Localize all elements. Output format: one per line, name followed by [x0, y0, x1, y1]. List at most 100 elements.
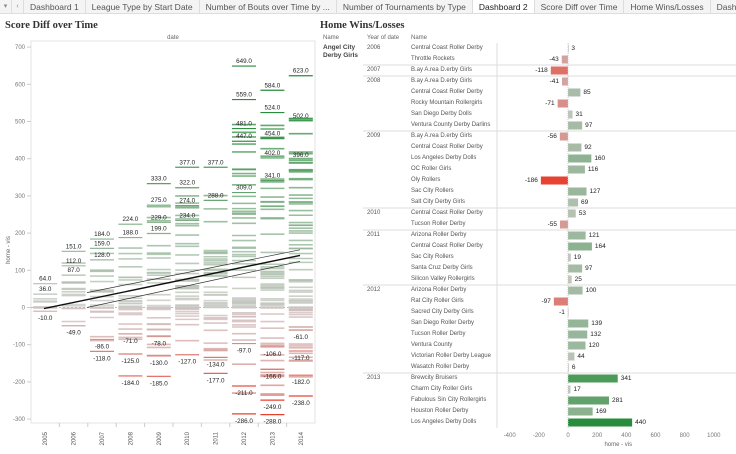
opponent-name[interactable]: Rat City Roller Girls	[411, 298, 464, 304]
opponent-name[interactable]: Sacred City Derby Girls	[411, 309, 474, 315]
team-name: Angel City Derby Girls	[323, 44, 359, 59]
score-label: -117.0	[292, 355, 310, 362]
opponent-name[interactable]: Wasatch Roller Derby	[411, 364, 470, 370]
bar	[540, 176, 568, 185]
tab-league-type-by-start-date[interactable]: League Type by Start Date	[86, 0, 200, 13]
tab-number-of-bouts-over-time-by[interactable]: Number of Bouts over Time by ...	[200, 0, 337, 13]
col-header-year: Year of date	[367, 35, 400, 41]
score-diff-chart: date home - vis 700 600 500 400 300 200 100 0 -100…	[6, 35, 316, 445]
opponent-name[interactable]: Central Coast Roller Derby	[411, 89, 483, 95]
opponent-name[interactable]: San Diego Derby Dolls	[411, 111, 472, 117]
opponent-name[interactable]: Central Coast Roller Derby	[411, 45, 483, 51]
opponent-name[interactable]: Arizona Roller Derby	[411, 232, 467, 238]
opponent-name[interactable]: Central Coast Roller Derby	[411, 210, 483, 216]
tab-score-diff-over-time[interactable]: Score Diff over Time	[535, 0, 625, 13]
score-label: 188.0	[123, 230, 139, 237]
bar-value: 69	[581, 198, 589, 206]
score-label: -238.0	[292, 400, 310, 407]
score-label: 234.0	[179, 212, 195, 219]
x-axis-title: home - vis	[604, 442, 632, 448]
score-label: -184.0	[121, 380, 139, 387]
opponent-name[interactable]: Tucson Roller Derby	[411, 221, 466, 227]
x-tick-label: 800	[680, 433, 691, 439]
tab-home-wins-losses[interactable]: Home Wins/Losses	[624, 0, 711, 13]
bar	[568, 374, 618, 383]
bar	[557, 99, 568, 108]
bar	[568, 275, 572, 284]
opponent-name[interactable]: Tucson Roller Derby	[411, 331, 466, 337]
score-label: 229.0	[151, 214, 167, 221]
opponent-name[interactable]: Brewcity Bruisers	[411, 375, 458, 381]
opponent-name[interactable]: Ventura County	[411, 342, 453, 348]
bar	[559, 132, 568, 141]
bar	[568, 242, 592, 251]
opponent-name[interactable]: B.ay A.rea D.erby Girls	[411, 67, 473, 73]
bar	[568, 253, 571, 262]
opponent-name[interactable]: Salt City Derby Girls	[411, 199, 466, 205]
bar-value: 25	[574, 275, 582, 283]
bar	[568, 110, 573, 119]
x-tick-label: 2012	[242, 431, 248, 445]
opponent-name[interactable]: Arizona Roller Derby	[411, 287, 467, 293]
opponent-name[interactable]: Central Coast Roller Derby	[411, 144, 483, 150]
bar-value: -186	[524, 176, 538, 184]
opponent-name[interactable]: Silicon Valley Rollergirls	[411, 276, 475, 282]
caret-down-icon[interactable]: ▾	[0, 0, 12, 13]
opponent-name[interactable]: Rocky Mountain Rollergirls	[411, 100, 483, 106]
bar	[568, 385, 571, 394]
opponent-name[interactable]: Ventura County Derby Darlins	[411, 122, 491, 128]
opponent-name[interactable]: B.ay A.rea D.erby Girls	[411, 133, 473, 139]
x-tick-label: 2013	[270, 431, 276, 445]
tab-dashboard-1[interactable]: Dashboard 1	[24, 0, 86, 13]
opponent-name[interactable]: Oly Rollers	[411, 177, 441, 183]
opponent-name[interactable]: Victorian Roller Derby League	[411, 353, 491, 359]
tab-dashboard-2[interactable]: Dashboard 2	[472, 0, 535, 13]
bar	[568, 363, 569, 372]
score-label: -286.0	[235, 418, 253, 425]
year-label: 2006	[367, 45, 381, 51]
bar	[568, 264, 583, 273]
x-tick-label: 600	[650, 433, 661, 439]
x-tick-label: -400	[504, 433, 517, 439]
opponent-name[interactable]: Houston Roller Derby	[411, 408, 469, 414]
y-tick-label: 500	[15, 120, 26, 126]
x-tick-label: 200	[592, 433, 603, 439]
opponent-name[interactable]: B.ay A.rea D.erby Girls	[411, 78, 473, 84]
year-label: 2011	[367, 232, 380, 238]
score-label: 341.0	[265, 173, 281, 180]
y-tick-label: -300	[13, 417, 26, 423]
y-tick-label: 0	[22, 306, 26, 312]
score-label: -134.0	[207, 361, 225, 368]
tab-dashboard-3[interactable]: Dashboard 3	[711, 0, 736, 13]
opponent-name[interactable]: Fabulous Sin City Rollergirls	[411, 397, 487, 403]
bar	[568, 209, 576, 218]
opponent-name[interactable]: OC Roller Girls	[411, 166, 452, 172]
opponent-name[interactable]: Central Coast Roller Derby	[411, 243, 483, 249]
chevron-left-icon[interactable]: ‹	[12, 0, 24, 13]
opponent-name[interactable]: Sac City Rollers	[411, 188, 454, 194]
opponent-name[interactable]: Charm City Roller Girls	[411, 386, 473, 392]
opponent-name[interactable]: Sac City Rollers	[411, 254, 454, 260]
score-label: -127.0	[178, 359, 196, 366]
opponent-name[interactable]: Santa Cruz Derby Girls	[411, 265, 473, 271]
bar-value: -1	[559, 308, 565, 316]
bar-value: -118	[535, 66, 548, 74]
bar-value: 440	[635, 418, 646, 426]
bar-value: 92	[584, 143, 592, 151]
bar	[568, 44, 569, 53]
score-label: 584.0	[265, 82, 281, 89]
opponent-name[interactable]: San Diego Roller Derby	[411, 320, 475, 326]
bar	[568, 198, 579, 207]
bar	[568, 286, 583, 295]
score-label: -249.0	[263, 404, 281, 411]
bar-value: 3	[571, 44, 576, 52]
bar	[568, 121, 583, 130]
opponent-name[interactable]: Los Angeles Derby Dolls	[411, 419, 477, 425]
y-tick-label: 300	[15, 194, 26, 200]
opponent-name[interactable]: Los Angeles Derby Dolls	[411, 155, 477, 161]
bar-value: 6	[571, 363, 576, 371]
opponent-name[interactable]: Throttle Rockets	[411, 56, 455, 62]
bar	[568, 319, 589, 328]
tab-number-of-tournaments-by-type[interactable]: Number of Tournaments by Type	[337, 0, 473, 13]
trend-lower-band	[86, 261, 301, 308]
